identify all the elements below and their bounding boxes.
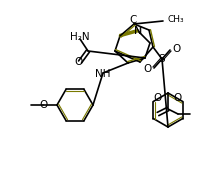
Text: O: O bbox=[174, 93, 182, 103]
Text: O: O bbox=[39, 100, 47, 110]
Text: CH₃: CH₃ bbox=[167, 14, 184, 24]
Text: O: O bbox=[172, 44, 180, 54]
Text: N: N bbox=[134, 26, 142, 36]
Text: H₂N: H₂N bbox=[70, 32, 90, 42]
Text: O: O bbox=[153, 93, 161, 103]
Text: O: O bbox=[74, 57, 82, 67]
Text: O: O bbox=[144, 64, 152, 74]
Text: NH: NH bbox=[95, 69, 111, 79]
Text: C: C bbox=[129, 15, 137, 25]
Text: S: S bbox=[159, 54, 165, 64]
Text: N: N bbox=[134, 26, 142, 36]
